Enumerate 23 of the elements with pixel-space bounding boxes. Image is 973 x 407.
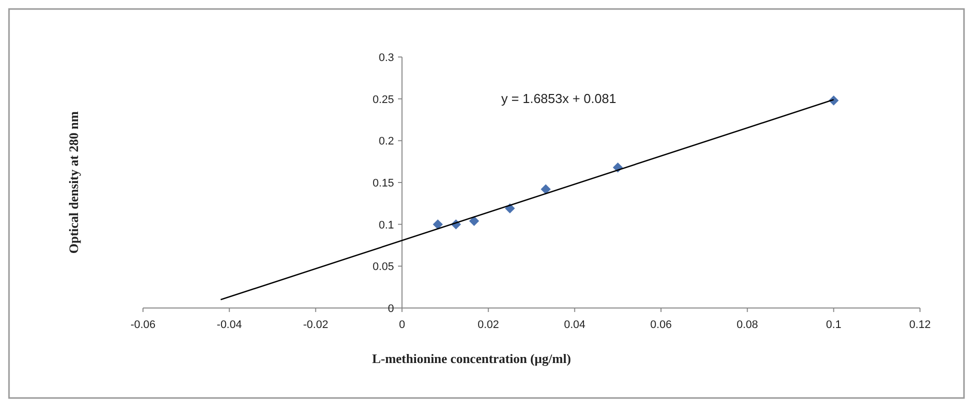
annotation: y = 1.6853x + 0.081 bbox=[501, 90, 616, 106]
x-tick-label: 0.04 bbox=[564, 319, 586, 331]
point bbox=[432, 219, 443, 230]
x-tick-label: 0.02 bbox=[478, 319, 500, 331]
y-tick-label: 0 bbox=[388, 303, 394, 315]
y-tick-label: 0.2 bbox=[378, 136, 394, 148]
y-tick-label: 0.1 bbox=[378, 219, 394, 232]
x-tick-label: -0.02 bbox=[303, 319, 328, 331]
y-tick-label: 0.3 bbox=[378, 52, 394, 64]
point bbox=[469, 216, 480, 226]
x-tick-label: 0.12 bbox=[909, 319, 931, 331]
x-axis-title: L-methionine concentration (µg/ml) bbox=[372, 351, 571, 366]
y-axis-title: Optical density at 280 nm bbox=[66, 111, 81, 254]
point bbox=[540, 184, 551, 194]
x-tick-label: 0 bbox=[398, 319, 406, 331]
x-tick-label: 0.08 bbox=[736, 319, 758, 331]
x-tick-label: 0.1 bbox=[826, 319, 842, 331]
y-tick-label: 0.05 bbox=[372, 261, 394, 274]
y-tick-label: 0.25 bbox=[372, 94, 394, 106]
x-tick-label: 0.06 bbox=[650, 319, 672, 331]
x-tick-label: -0.06 bbox=[130, 319, 156, 331]
y-tick-label: 0.15 bbox=[372, 178, 394, 190]
x-tick-label: -0.04 bbox=[216, 319, 242, 331]
